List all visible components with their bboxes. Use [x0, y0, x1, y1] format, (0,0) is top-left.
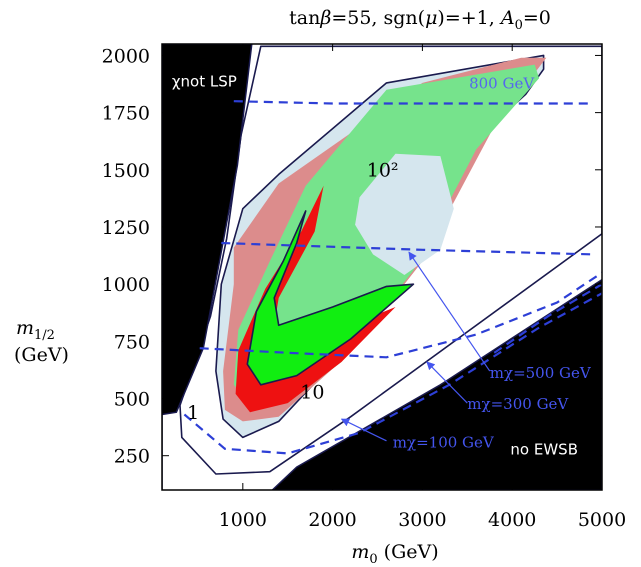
label-m300: mχ=300 GeV — [467, 395, 569, 413]
arrows-layer — [340, 251, 491, 442]
mass-800-line — [233, 100, 593, 105]
arrow-m500 — [408, 251, 491, 372]
mass-extra-line — [493, 283, 602, 354]
mass-contours-layer — [183, 100, 602, 455]
regions-layer — [162, 44, 602, 490]
arrow-m300 — [426, 361, 468, 404]
x-tick-label: 1000 — [219, 509, 267, 531]
y-axis-unit: (GeV) — [14, 344, 69, 366]
y-tick-label: 1750 — [102, 103, 150, 125]
label-chi-not-lsp: χnot LSP — [172, 72, 237, 90]
mass-100-line — [183, 292, 602, 455]
chart-title: tanβ=55, sgn(μ)=+1, A0=0 — [289, 7, 551, 33]
labels-layer: χnot LSP 800 GeV 10² 10 1 mχ=500 GeV mχ=300 Ge… — [172, 72, 592, 458]
y-tick-label: 2000 — [102, 45, 150, 67]
y-axis-label: m1/2 — [16, 317, 55, 343]
label-10: 10 — [300, 382, 324, 404]
label-no-ewsb: no EWSB — [510, 441, 578, 459]
label-800: 800 GeV — [469, 75, 535, 93]
y-tick-label: 1000 — [102, 274, 150, 296]
plot-frame — [161, 43, 603, 491]
mass-500-line — [221, 241, 594, 256]
band-bright-green — [246, 210, 415, 386]
ticks-layer: 1000 2000 3000 4000 5000 250 500 750 1000 1250 150… — [102, 44, 626, 531]
y-tick-label: 1250 — [102, 217, 150, 239]
x-tick-label: 5000 — [578, 509, 626, 531]
arrow-m100 — [340, 418, 387, 442]
y-tick-label: 500 — [114, 389, 150, 411]
label-10-squared: 10² — [367, 160, 399, 182]
y-tick-label: 1500 — [102, 160, 150, 182]
x-tick-label: 2000 — [308, 509, 356, 531]
y-tick-label: 250 — [114, 446, 150, 468]
y-tick-label: 750 — [114, 331, 150, 353]
x-tick-label: 3000 — [398, 509, 446, 531]
band-100 — [355, 153, 454, 275]
chi-not-lsp-region — [162, 44, 253, 490]
label-m500: mχ=500 GeV — [490, 364, 592, 382]
x-axis-label: m0 (GeV) — [351, 541, 438, 567]
mass-300-line — [199, 271, 602, 359]
label-1: 1 — [187, 402, 199, 424]
no-ewsb-region — [271, 278, 602, 490]
label-m100: mχ=100 GeV — [393, 434, 495, 452]
x-tick-label: 4000 — [488, 509, 536, 531]
